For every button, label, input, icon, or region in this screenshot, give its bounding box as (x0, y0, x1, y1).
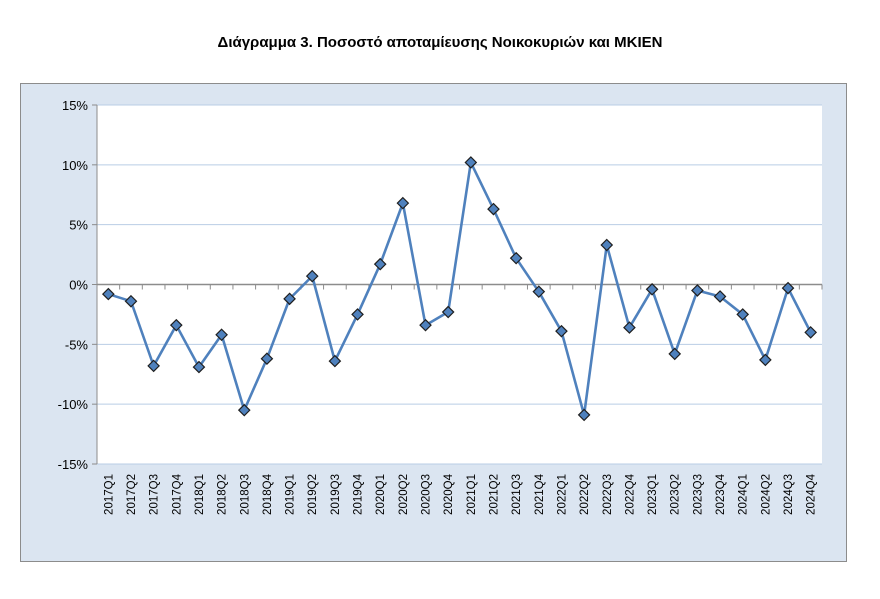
data-point-marker (351, 308, 364, 321)
data-point-marker (577, 408, 591, 422)
data-point-marker (215, 328, 228, 342)
x-tick-label: 2021Q1 (466, 474, 478, 515)
x-tick-label: 2019Q1 (285, 474, 297, 515)
x-tick-label: 2022Q4 (624, 473, 636, 515)
data-point-marker (781, 281, 795, 295)
line-chart: 15% 10% 5% 0% -5% -10% -15% 2017Q1 2017Q2 2017Q3… (58, 98, 823, 515)
x-tick-label: 2023Q1 (647, 474, 659, 515)
x-tick-label: 2017Q3 (149, 474, 161, 515)
data-point-marker (691, 284, 704, 297)
series-line (107, 161, 812, 417)
x-tick-label: 2018Q1 (194, 474, 206, 515)
data-point-marker (804, 326, 818, 339)
x-tick-label: 2021Q2 (488, 474, 500, 515)
y-tick-label: -10% (58, 397, 89, 412)
x-tick-label: 2023Q4 (715, 473, 727, 515)
x-axis (96, 283, 823, 290)
chart-title: Διάγραμμα 3. Ποσοστό αποταμίευσης Νοικοκ… (217, 34, 663, 51)
x-tick-label: 2020Q1 (375, 474, 387, 515)
x-tick-label: 2019Q3 (330, 474, 342, 515)
data-point-marker (396, 196, 410, 210)
data-point-marker (419, 318, 432, 332)
data-point-marker (373, 257, 387, 271)
x-tick-label: 2022Q3 (602, 474, 614, 515)
data-point-marker (328, 354, 342, 368)
x-tick-label: 2022Q2 (579, 474, 591, 515)
y-tick-label: 10% (62, 158, 88, 173)
x-tick-label: 2021Q4 (534, 473, 546, 515)
x-axis-tick-labels: 2017Q1 2017Q2 2017Q3 2017Q4 2018Q1 2018Q2 2018… (103, 473, 817, 515)
data-point-marker (623, 321, 636, 334)
data-point-marker (441, 305, 455, 319)
x-tick-label: 2018Q2 (217, 474, 229, 515)
x-tick-label: 2021Q3 (511, 474, 523, 515)
y-tick-label: -15% (58, 457, 89, 472)
x-tick-label: 2022Q1 (556, 474, 568, 515)
x-tick-label: 2017Q2 (126, 474, 138, 515)
data-point-marker (464, 156, 478, 169)
x-tick-label: 2020Q2 (398, 474, 410, 515)
data-point-marker (555, 324, 568, 338)
data-point-marker (600, 238, 614, 252)
chart-area: 15% 10% 5% 0% -5% -10% -15% 2017Q1 2017Q2 2017Q3… (20, 83, 847, 562)
x-tick-label: 2024Q2 (760, 474, 772, 515)
data-point-marker (192, 360, 206, 374)
x-tick-label: 2019Q4 (353, 473, 365, 515)
x-tick-label: 2024Q1 (738, 474, 750, 515)
data-point-marker (147, 359, 160, 373)
x-tick-label: 2019Q2 (307, 474, 319, 515)
data-point-marker (305, 269, 319, 283)
x-tick-label: 2020Q3 (421, 474, 433, 515)
data-point-marker (645, 282, 659, 296)
data-point-marker (260, 352, 274, 366)
data-point-marker (283, 292, 296, 306)
x-tick-label: 2023Q3 (692, 474, 704, 515)
gridlines (92, 104, 822, 465)
data-point-marker (509, 251, 523, 265)
series-markers (101, 156, 818, 422)
x-tick-label: 2020Q4 (443, 473, 455, 515)
data-point-marker (237, 403, 251, 417)
y-axis-tick-labels: 15% 10% 5% 0% -5% -10% -15% (58, 98, 89, 472)
data-point-marker (532, 285, 546, 299)
y-tick-label: 15% (62, 98, 88, 113)
data-point-marker (736, 308, 750, 321)
data-point-marker (101, 287, 115, 301)
y-tick-label: 5% (69, 218, 88, 233)
x-tick-label: 2017Q4 (171, 473, 183, 515)
x-tick-label: 2018Q3 (239, 474, 251, 515)
data-point-marker (759, 353, 772, 367)
data-point-marker (169, 318, 183, 332)
y-tick-label: 0% (69, 278, 88, 293)
data-point-marker (713, 290, 727, 303)
x-tick-label: 2024Q4 (806, 473, 818, 515)
x-tick-label: 2023Q2 (670, 474, 682, 515)
data-point-marker (668, 347, 682, 361)
x-tick-label: 2024Q3 (783, 474, 795, 515)
x-tick-label: 2017Q1 (103, 474, 115, 515)
data-point-marker (487, 202, 500, 216)
y-tick-label: -5% (65, 337, 89, 352)
x-tick-label: 2018Q4 (262, 473, 274, 515)
data-point-marker (124, 294, 138, 308)
